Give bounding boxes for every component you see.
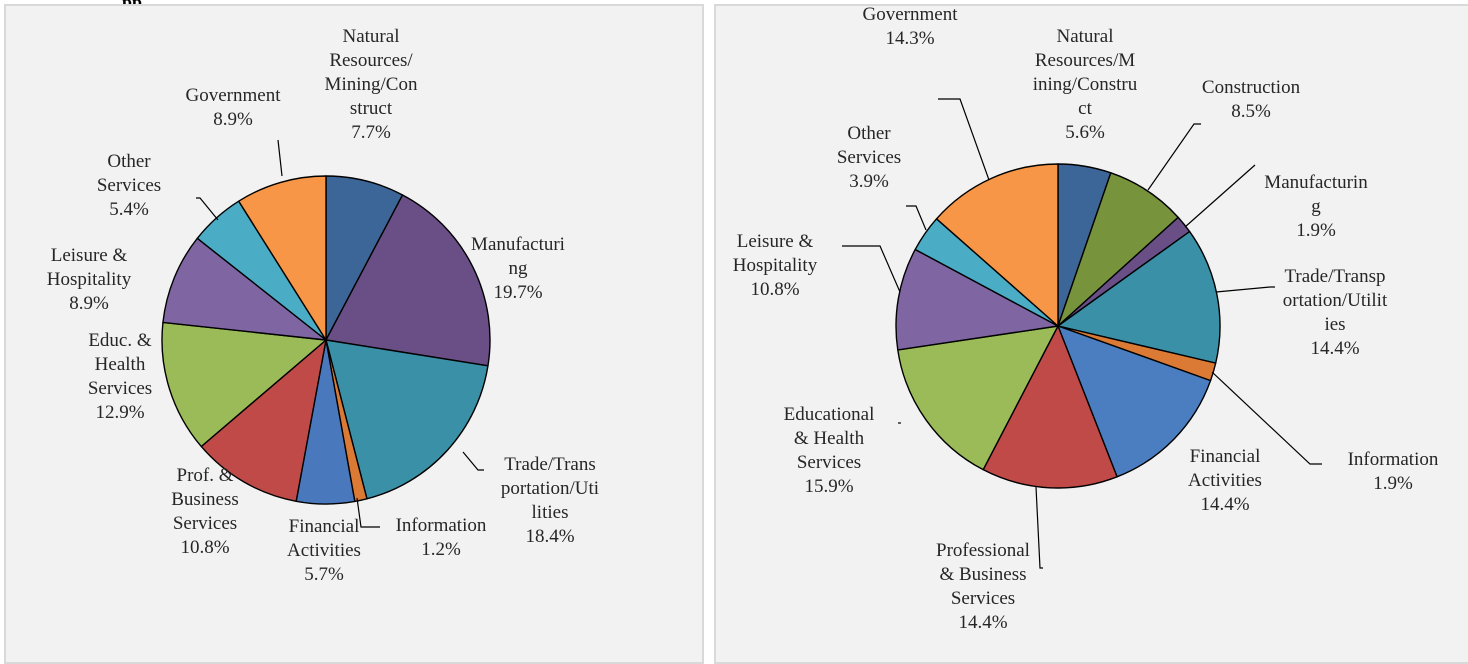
data-label: Financial Activities 5.7% bbox=[287, 516, 361, 585]
data-label: Manufacturin g 1.9% bbox=[1264, 172, 1368, 241]
data-label: Financial Activities 14.4% bbox=[1188, 446, 1262, 515]
data-label: Trade/Transp ortation/Utilit ies 14.4% bbox=[1283, 266, 1388, 359]
pie-slice-trade-transportation-utilities bbox=[1057, 230, 1221, 364]
pie-slice-prof-business-services bbox=[200, 339, 327, 502]
pie-slice-government bbox=[935, 163, 1059, 327]
leader-line bbox=[1035, 486, 1043, 569]
pie-slice-manufacturing bbox=[325, 194, 491, 367]
leader-line bbox=[842, 245, 901, 293]
pie-slice-financial-activities bbox=[1057, 325, 1212, 478]
data-label: Prof. & Business Services 10.8% bbox=[171, 465, 239, 558]
pie-slice-trade-transportation-utilities bbox=[325, 339, 489, 500]
leader-line bbox=[1215, 286, 1275, 293]
data-label: Construction 8.5% bbox=[1202, 77, 1301, 122]
data-label: Manufacturi ng 19.7% bbox=[471, 234, 565, 303]
pie-slice-educational-health-services bbox=[897, 325, 1059, 471]
data-label: Information 1.2% bbox=[396, 515, 487, 560]
leader-line bbox=[196, 197, 219, 221]
data-label: Natural Resources/M ining/Constru ct 5.6% bbox=[1033, 26, 1138, 143]
pie-chart-2: Natural Resources/M ining/Constru ct 5.6% Con… bbox=[733, 4, 1439, 633]
pie-slice-government bbox=[237, 175, 327, 341]
data-label: Natural Resources/Mining/Con struct 7.7% bbox=[325, 26, 418, 143]
leader-line bbox=[938, 98, 990, 181]
data-label: Other Services 3.9% bbox=[837, 123, 901, 192]
data-label: Educ. & Health Services 12.9% bbox=[88, 330, 152, 423]
data-label: Government 14.3% bbox=[863, 4, 959, 49]
leader-line bbox=[1184, 164, 1256, 228]
leader-line bbox=[277, 139, 283, 177]
pie-slice-educ-health-services bbox=[161, 321, 327, 448]
data-label: Government 8.9% bbox=[186, 85, 282, 130]
leader-line bbox=[906, 205, 927, 231]
data-label: Educational & Health Services 15.9% bbox=[784, 404, 875, 497]
data-label: Leisure & Hospitality 8.9% bbox=[47, 245, 132, 314]
pie-charts-canvas: Natural Resources/Mining/Con struct 7.7% Man… bbox=[47, 4, 1439, 633]
data-label: Trade/Trans portation/Uti lities 18.4% bbox=[501, 454, 599, 547]
leader-line bbox=[1147, 123, 1201, 191]
data-label: Professional & Business Services 14.4% bbox=[936, 540, 1030, 633]
data-label: Leisure & Hospitality 10.8% bbox=[733, 231, 818, 300]
pie-slice-leisure-hospitality bbox=[895, 248, 1059, 351]
leader-line bbox=[462, 451, 484, 471]
data-label: Information 1.9% bbox=[1348, 449, 1439, 494]
pie-slice-professional-business-services bbox=[982, 325, 1118, 489]
data-label: Other Services 5.4% bbox=[97, 151, 161, 220]
pie-chart-1: Natural Resources/Mining/Con struct 7.7% Man… bbox=[47, 26, 599, 585]
leader-line bbox=[356, 497, 380, 528]
pie-slice-leisure-hospitality bbox=[162, 237, 327, 341]
leader-line bbox=[1211, 371, 1322, 465]
